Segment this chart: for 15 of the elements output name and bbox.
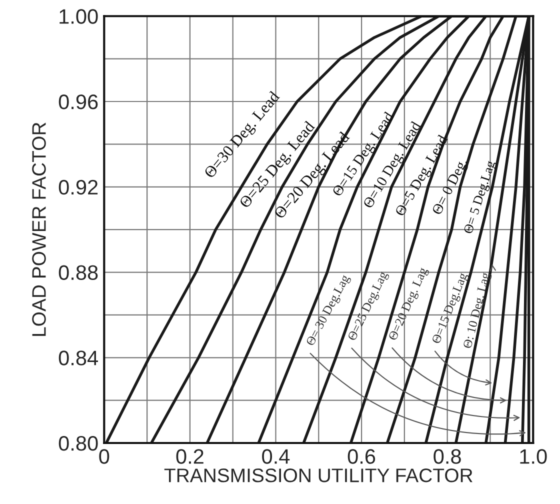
x-tick-label: 1.0 xyxy=(520,449,547,464)
x-tick-label: 0 xyxy=(99,449,110,464)
x-tick-label: 0.4 xyxy=(262,449,290,464)
x-tick-label: 0.2 xyxy=(176,449,204,464)
y-tick-label: 0.88 xyxy=(58,265,98,280)
y-tick-label: 0.80 xyxy=(58,436,98,451)
y-tick-label: 0.96 xyxy=(58,94,98,110)
x-tick-label: 0.6 xyxy=(348,449,376,464)
text: Θ=20 Deg. Lag xyxy=(388,266,430,342)
x-tick-label: 0.8 xyxy=(434,449,461,464)
y-axis-title: LOAD POWER FACTOR xyxy=(32,122,46,336)
y-tick-label: 1.00 xyxy=(60,9,98,24)
y-tick-label: 0.92 xyxy=(58,180,98,195)
y-tick-label: 0.84 xyxy=(58,350,98,366)
x-axis-title: TRANSMISSION UTILITY FACTOR xyxy=(164,468,472,482)
